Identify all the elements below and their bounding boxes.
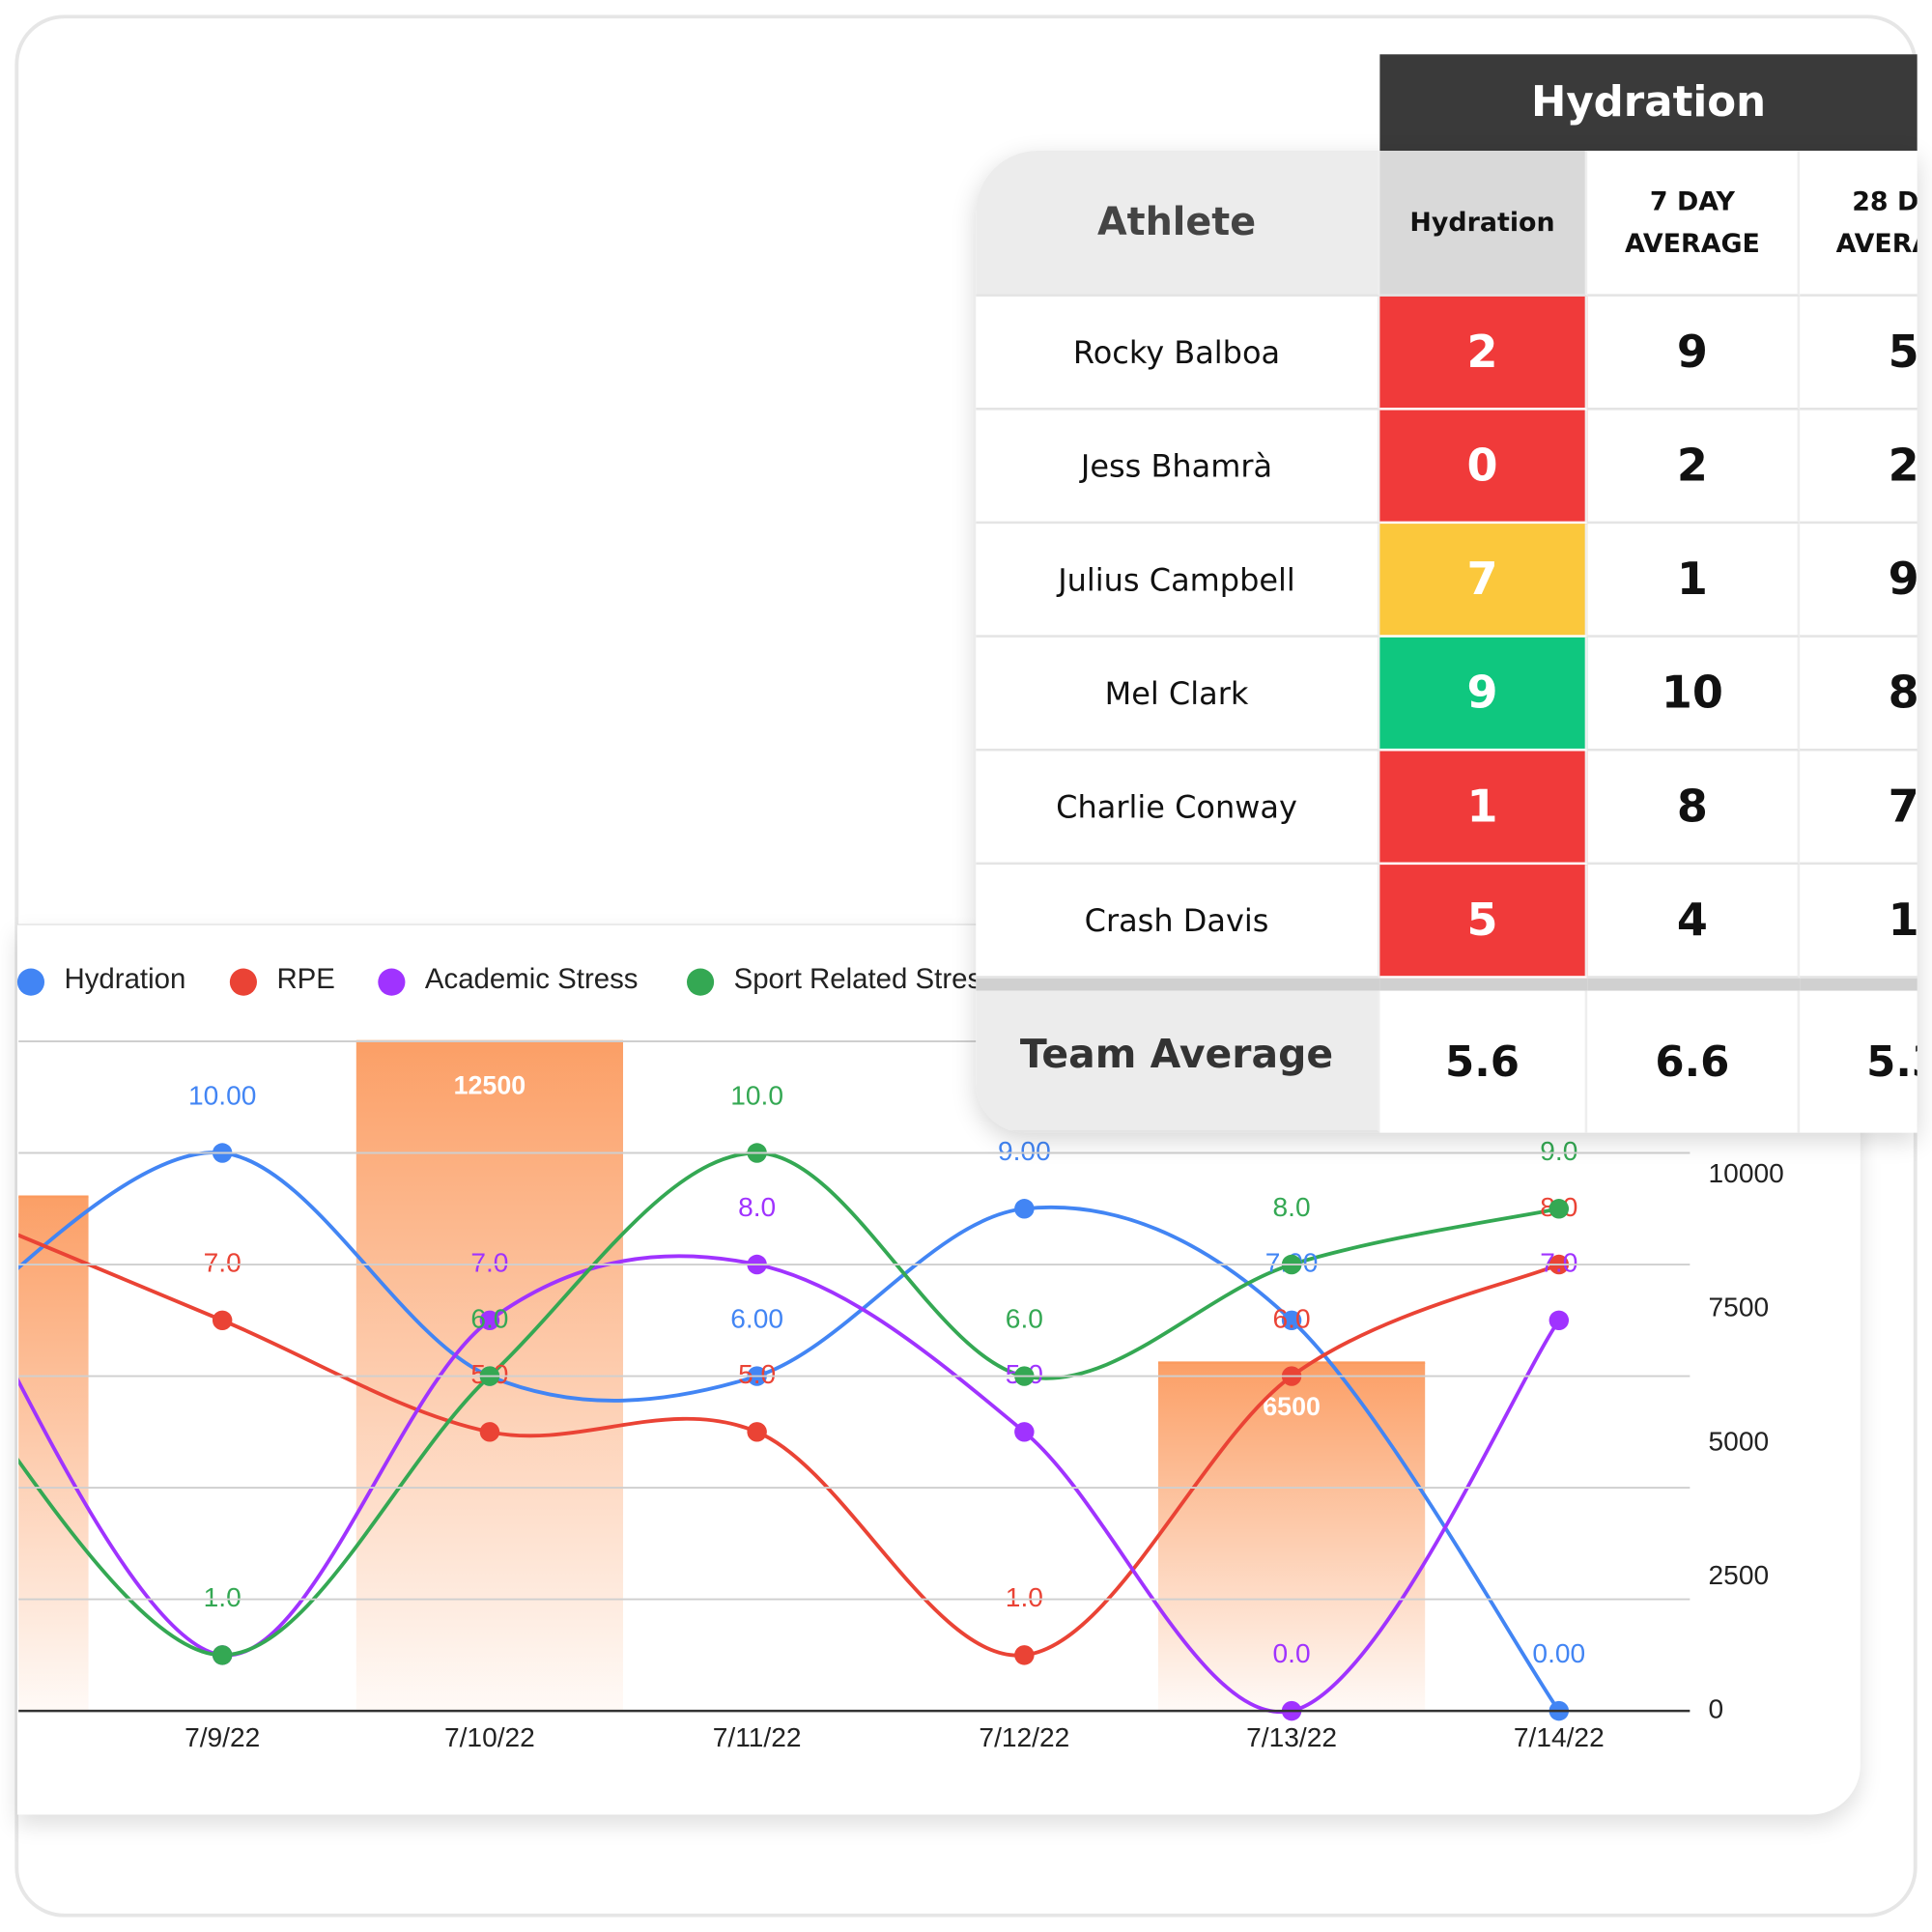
- series-point: [1014, 1645, 1035, 1665]
- series-point: [747, 1422, 767, 1442]
- average-cell: 9: [1800, 524, 1918, 638]
- separator: [1800, 978, 1918, 991]
- column-header: 7 DAY AVERAGE: [1587, 151, 1801, 297]
- athlete-name: Mel Clark: [976, 637, 1380, 752]
- column-header: 28 DAY AVERAGE: [1800, 151, 1918, 297]
- data-label: 7.0: [204, 1248, 242, 1278]
- x-tick-label: 7/14/22: [1514, 1722, 1605, 1752]
- athlete-name: Jess Bhamrà: [976, 410, 1380, 525]
- data-label: 5.0: [738, 1359, 776, 1389]
- data-label: 9.00: [998, 1136, 1051, 1166]
- data-label: 6.0: [1273, 1303, 1311, 1333]
- series-point: [1014, 1422, 1035, 1442]
- hydration-cell: 2: [1379, 296, 1588, 411]
- series-point: [1548, 1199, 1570, 1219]
- data-label: 9.0: [1540, 1136, 1577, 1166]
- x-tick-label: 7/9/22: [185, 1722, 260, 1752]
- hydration-cell: 9: [1379, 637, 1588, 752]
- data-label: 6.0: [470, 1303, 508, 1333]
- average-cell: 9: [1587, 296, 1801, 411]
- data-label: 1.0: [1006, 1582, 1043, 1612]
- y2-tick-label: 0: [1709, 1694, 1724, 1724]
- legend-marker: [686, 968, 715, 996]
- legend-label: RPE: [276, 963, 334, 995]
- average-cell: 8: [1587, 751, 1801, 866]
- legend-marker: [378, 968, 406, 996]
- average-cell: 10: [1587, 637, 1801, 752]
- y2-tick-label: 7500: [1709, 1293, 1770, 1322]
- footer-value: 6.6: [1587, 990, 1801, 1133]
- data-label: 0.00: [1532, 1638, 1585, 1668]
- average-cell: 1: [1587, 524, 1801, 638]
- separator: [1587, 978, 1801, 991]
- data-label: 6.0: [1006, 1303, 1043, 1333]
- bar-label: 6500: [1263, 1392, 1321, 1421]
- athlete-name: Charlie Conway: [976, 751, 1380, 866]
- y2-tick-label: 2500: [1709, 1560, 1770, 1590]
- series-point: [212, 1310, 233, 1331]
- athlete-name: Crash Davis: [976, 865, 1380, 979]
- series-point: [1014, 1199, 1035, 1219]
- average-cell: 5: [1800, 297, 1918, 411]
- average-cell: 2: [1800, 411, 1918, 525]
- separator: [1379, 978, 1588, 991]
- x-tick-label: 7/11/22: [713, 1722, 802, 1752]
- legend-marker: [229, 968, 257, 996]
- average-cell: 1: [1800, 865, 1918, 979]
- table-group-header: Hydration: [1379, 54, 1918, 152]
- x-tick-label: 7/12/22: [979, 1722, 1069, 1752]
- average-cell: 7: [1800, 751, 1918, 866]
- data-label: 7.0: [470, 1248, 508, 1278]
- athlete-name: Rocky Balboa: [976, 296, 1380, 411]
- hydration-cell: 7: [1379, 524, 1588, 638]
- series-point: [1548, 1310, 1570, 1331]
- data-label: 1.0: [204, 1582, 242, 1612]
- hydration-cell: 1: [1379, 751, 1588, 866]
- footer-value: 5.6: [1379, 990, 1588, 1133]
- data-label: 7.0: [1540, 1248, 1577, 1278]
- legend-marker: [16, 968, 45, 996]
- average-cell: 2: [1587, 410, 1801, 525]
- y2-tick-label: 10000: [1709, 1158, 1784, 1188]
- x-tick-label: 7/13/22: [1246, 1722, 1337, 1752]
- data-label: 10.0: [730, 1080, 783, 1110]
- average-cell: 4: [1587, 865, 1801, 979]
- footer-label: Team Average: [976, 990, 1380, 1133]
- legend-label: Academic Stress: [425, 963, 639, 995]
- data-label: 10.00: [188, 1080, 256, 1110]
- series-point: [212, 1645, 233, 1665]
- separator: [976, 978, 1380, 991]
- legend-label: Sport Related Stress: [734, 963, 996, 995]
- bar: [18, 1196, 89, 1712]
- plot: 960012500650010.006.009.007.000.007.05.0…: [18, 1039, 1585, 1721]
- column-header: Athlete: [976, 151, 1380, 297]
- data-label: 8.0: [1273, 1192, 1311, 1222]
- bar-label: 12500: [454, 1070, 526, 1099]
- hydration-cell: 5: [1379, 865, 1588, 979]
- column-header: Hydration: [1379, 151, 1588, 297]
- legend-label: Hydration: [64, 963, 185, 995]
- bar: [1157, 1362, 1426, 1712]
- y2-tick-label: 5000: [1709, 1426, 1770, 1456]
- average-cell: 8: [1800, 638, 1918, 752]
- data-label: 6.00: [730, 1303, 783, 1333]
- data-label: 0.0: [1273, 1638, 1311, 1668]
- athlete-name: Julius Campbell: [976, 524, 1380, 638]
- footer-value: 5.3: [1800, 991, 1918, 1133]
- series-point: [479, 1310, 500, 1331]
- data-label: 8.0: [738, 1192, 776, 1222]
- series-point: [1281, 1310, 1302, 1331]
- series-point: [479, 1422, 500, 1442]
- hydration-cell: 0: [1379, 410, 1588, 525]
- x-tick-label: 7/10/22: [444, 1722, 535, 1752]
